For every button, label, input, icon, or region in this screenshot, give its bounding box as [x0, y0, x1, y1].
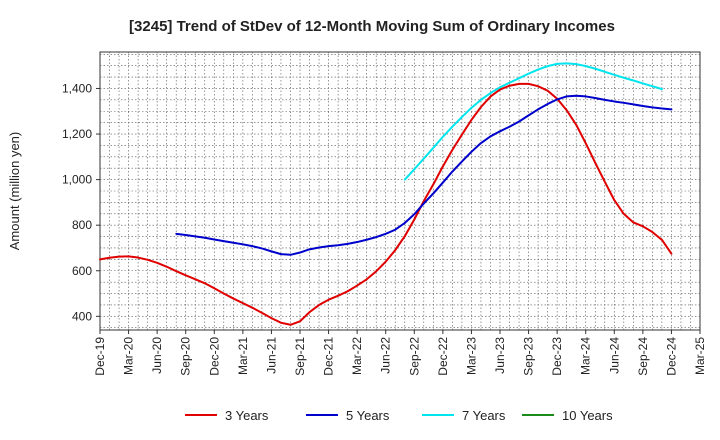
y-tick-label: 400 [72, 309, 92, 323]
legend-label-7-years: 7 Years [462, 408, 506, 423]
x-tick-label: Sep-24 [636, 337, 650, 376]
x-tick-label: Sep-23 [522, 337, 536, 376]
x-tick-label: Dec-20 [207, 337, 221, 376]
x-tick-label: Jun-22 [379, 337, 393, 374]
x-tick-label: Sep-22 [407, 337, 421, 376]
x-tick-label: Jun-23 [493, 337, 507, 374]
x-tick-label: Dec-23 [550, 337, 564, 376]
x-tick-label: Jun-21 [264, 337, 278, 374]
x-tick-label: Dec-19 [93, 337, 107, 376]
series-line-5-years [175, 94, 673, 256]
x-tick-label: Mar-23 [464, 337, 478, 375]
x-tick-label: Jun-20 [150, 337, 164, 374]
x-tick-label: Mar-20 [122, 337, 136, 375]
y-tick-label: 1,000 [62, 173, 92, 187]
legend-label-5-years: 5 Years [346, 408, 390, 423]
axis-layer: 400 600 800 1,000 1,200 1,400 Dec-19 Mar-20 Jun-… [62, 81, 707, 375]
x-tick-label: Sep-21 [293, 337, 307, 376]
series-line-7-years [403, 62, 663, 181]
x-tick-label: Sep-20 [179, 337, 193, 376]
y-axis-label: Amount (million yen) [7, 132, 22, 251]
x-tick-label: Mar-24 [579, 337, 593, 375]
x-tick-label: Mar-22 [350, 337, 364, 375]
y-tick-label: 1,400 [62, 81, 92, 95]
x-tick-label: Mar-25 [693, 337, 707, 375]
x-tick-label: Dec-22 [436, 337, 450, 376]
x-tick-label: Mar-21 [236, 337, 250, 375]
y-tick-label: 600 [72, 264, 92, 278]
y-tick-label: 1,200 [62, 127, 92, 141]
chart-title: [3245] Trend of StDev of 12-Month Moving… [129, 18, 615, 35]
x-tick-label: Dec-24 [664, 337, 678, 376]
x-tick-label: Jun-24 [607, 337, 621, 374]
x-tick-label: Dec-21 [322, 337, 336, 376]
legend-label-3-years: 3 Years [225, 408, 269, 423]
legend-label-10-years: 10 Years [562, 408, 613, 423]
series-layer [99, 62, 673, 326]
legend: 3 Years 5 Years 7 Years 10 Years [185, 408, 613, 423]
series-line-3-years [99, 82, 673, 326]
y-tick-label: 800 [72, 218, 92, 232]
